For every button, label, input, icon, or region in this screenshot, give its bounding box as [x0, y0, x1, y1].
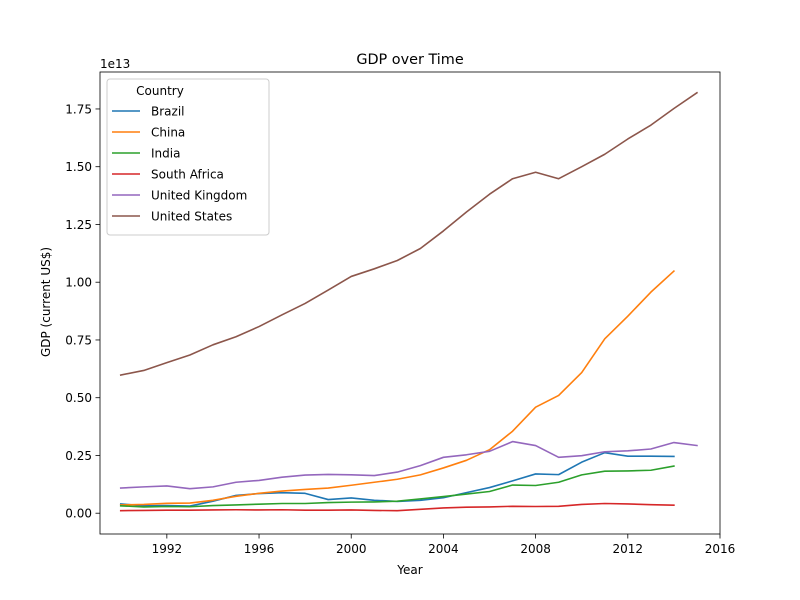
y-tick-label: 0.50 [65, 391, 92, 405]
x-tick-label: 2004 [428, 542, 459, 556]
series-line-united-kingdom [119, 440, 698, 490]
legend-title: Country [136, 84, 184, 98]
legend-box [106, 78, 270, 236]
x-tick-label: 1992 [152, 542, 183, 556]
legend-label-south-africa: South Africa [151, 167, 224, 181]
legend-label-china: China [151, 125, 185, 139]
legend-label-brazil: Brazil [151, 104, 185, 118]
legend-label-united-kingdom: United Kingdom [151, 188, 247, 202]
axes-layer: 1992 1996 2000 2004 2008 2012 2016 0.00 0.25 0.50… [65, 71, 736, 556]
series-line-india [119, 465, 675, 508]
y-tick-label: 0.25 [65, 449, 92, 463]
y-axis-title: GDP (current US$) [39, 247, 53, 357]
series-layer [119, 91, 699, 512]
y-axis-offset-label: 1e13 [100, 57, 130, 71]
legend: Country Brazil China India South Africa Unite… [106, 78, 270, 236]
y-tick-label: 1.00 [65, 276, 92, 290]
y-tick-label: 1.50 [65, 160, 92, 174]
chart-title: GDP over Time [356, 52, 464, 68]
y-tick-label: 1.25 [65, 218, 92, 232]
series-line-united-states [119, 91, 699, 377]
series-line-south-africa [119, 502, 675, 512]
series-line-china [119, 269, 676, 506]
axes-frame [99, 71, 721, 535]
x-tick-label: 2012 [613, 542, 644, 556]
x-tick-label: 2008 [520, 542, 551, 556]
legend-label-united-states: United States [151, 209, 232, 223]
x-tick-label: 1996 [244, 542, 275, 556]
x-axis-title: Year [396, 563, 422, 577]
y-tick-label: 0.75 [65, 333, 92, 347]
legend-label-india: India [151, 146, 180, 160]
x-tick-label: 2000 [336, 542, 367, 556]
y-tick-label: 0.00 [65, 507, 92, 521]
x-tick-label: 2016 [705, 542, 736, 556]
y-tick-label: 1.75 [65, 102, 92, 116]
